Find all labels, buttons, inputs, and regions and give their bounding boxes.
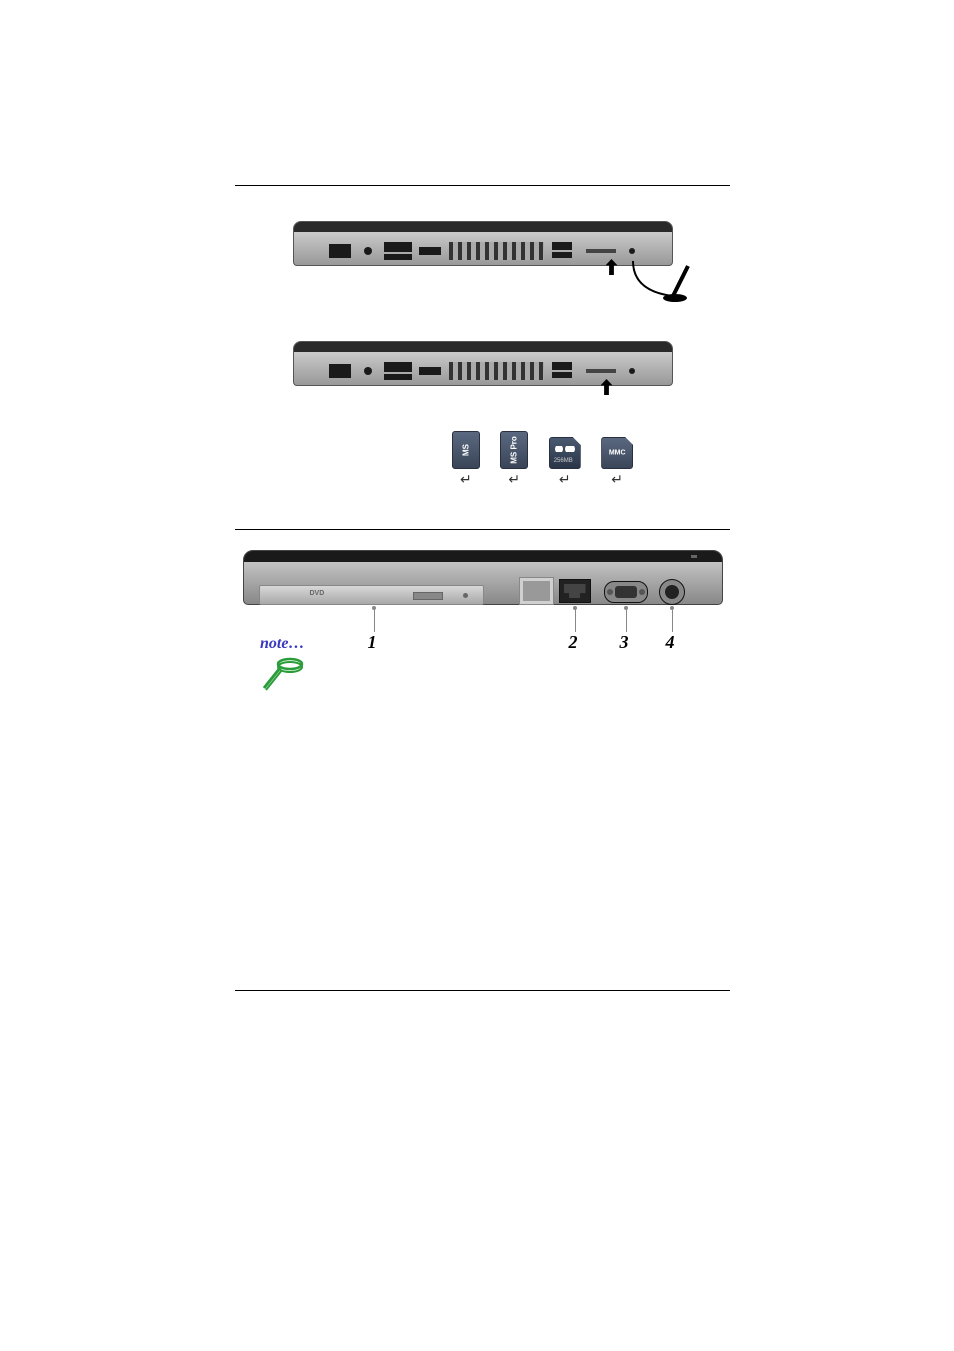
sd-logo-icon — [554, 444, 576, 454]
vga-port — [604, 581, 648, 603]
top-divider — [235, 185, 730, 186]
callout-line-3 — [626, 610, 627, 632]
port-b6 — [629, 368, 635, 374]
port-3b — [384, 254, 412, 260]
arrow-mspro: ↵ — [500, 471, 528, 488]
laptop-body-right: DVD — [243, 550, 723, 605]
lid-right — [244, 551, 722, 562]
port-3a — [384, 242, 412, 252]
card-mmc-label: MMC — [609, 450, 626, 457]
card-ms: MS ↵ — [452, 431, 480, 488]
right-side-section — [235, 529, 730, 530]
note-label: note… — [260, 635, 304, 652]
bottom-divider — [235, 990, 730, 991]
card-sd: 256MB ↵ — [549, 437, 581, 488]
ethernet-port — [559, 579, 591, 603]
callout-line-2 — [575, 610, 576, 632]
note-block: note… — [260, 635, 330, 696]
laptop-body-2 — [293, 341, 673, 386]
callout-4: 4 — [666, 632, 675, 653]
note-pushpin-icon — [260, 656, 305, 691]
svideo-port — [659, 579, 685, 605]
card-sd-sublabel: 256MB — [554, 458, 573, 464]
callout-3: 3 — [620, 632, 629, 653]
port-b3b — [384, 374, 412, 380]
port-b4 — [419, 367, 441, 375]
arrow-ms: ↵ — [452, 471, 480, 488]
figure-cards: MS ↵ MS Pro ↵ 256MB ↵ — [235, 331, 730, 489]
port-2 — [364, 247, 372, 255]
card-mmc: MMC ↵ — [601, 437, 633, 488]
port-5b — [552, 252, 572, 258]
card-row: MS ↵ MS Pro ↵ 256MB ↵ — [235, 431, 730, 489]
vent-grill-2 — [449, 362, 544, 380]
laptop-side-cards — [283, 331, 683, 411]
laptop-lid — [294, 222, 672, 232]
port-b5a — [552, 362, 572, 370]
port-5a — [552, 242, 572, 250]
port-b5b — [552, 372, 572, 378]
pcmcia-area — [519, 577, 554, 605]
arrow-mmc: ↵ — [601, 471, 633, 488]
callout-2: 2 — [569, 632, 578, 653]
callout-1: 1 — [368, 632, 377, 653]
lid-indicator — [691, 555, 697, 558]
dvd-led — [463, 593, 468, 598]
card-mspro-shape: MS Pro — [500, 431, 528, 469]
arrow-sd: ↵ — [549, 471, 581, 488]
dvd-eject-button — [413, 592, 443, 600]
figure-antenna — [235, 211, 730, 291]
port-1 — [329, 244, 351, 258]
port-b3a — [384, 362, 412, 372]
vent-grill — [449, 242, 544, 260]
port-b2 — [364, 367, 372, 375]
laptop-lid-2 — [294, 342, 672, 352]
card-sd-shape: 256MB — [549, 437, 581, 469]
dvd-tray: DVD — [259, 585, 484, 605]
dvd-logo: DVD — [310, 590, 325, 597]
antenna-svg — [593, 246, 713, 316]
callout-line-4 — [672, 610, 673, 632]
card-mmc-shape: MMC — [601, 437, 633, 469]
card-mspro: MS Pro ↵ — [500, 431, 528, 488]
card-ms-shape: MS — [452, 431, 480, 469]
callout-line-1 — [374, 610, 375, 632]
port-4 — [419, 247, 441, 255]
section-divider — [235, 529, 730, 530]
card-mspro-label: MS Pro — [510, 436, 519, 464]
card-slot-2 — [586, 369, 616, 373]
laptop-side-antenna — [283, 211, 683, 291]
port-b1 — [329, 364, 351, 378]
card-ms-label: MS — [461, 444, 470, 456]
right-side-figure: DVD — [243, 540, 723, 630]
